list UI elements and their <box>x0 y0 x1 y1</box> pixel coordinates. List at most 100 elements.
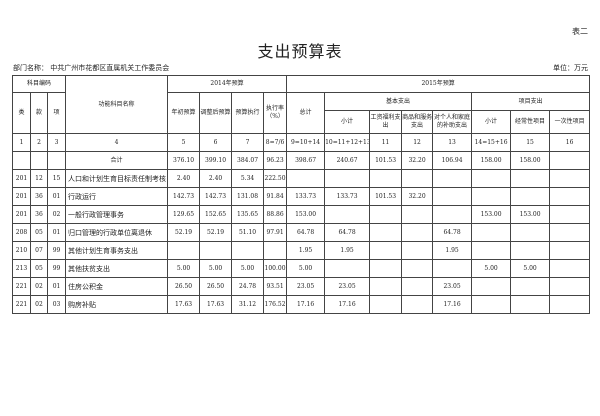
table-cell: 4 <box>65 133 169 152</box>
header-adjusted: 调整后预算 <box>199 92 233 134</box>
table-cell <box>549 205 591 224</box>
table-cell: 99 <box>46 259 67 278</box>
table-cell: 210 <box>12 241 31 260</box>
table-row: 221 02 03 购房补贴 17.63 17.63 31.12 176.52 17.16 17.… <box>12 295 591 314</box>
table-cell <box>549 295 591 314</box>
column-number-row: 1 2 3 4 5 6 7 8=7/6 9=10+14 10=11+12+13 11 12 13 14=1… <box>12 133 591 152</box>
table-cell <box>46 151 67 170</box>
table-cell: 03 <box>46 295 67 314</box>
table-cell: 399.10 <box>199 151 233 170</box>
table-cell: 201 <box>12 187 31 206</box>
table-cell: 93.51 <box>263 277 288 296</box>
table-cell <box>369 223 403 242</box>
department: 部门名称： 中共广州市花都区直属机关工作委员会 <box>13 63 169 73</box>
table-cell: 32.20 <box>401 187 434 206</box>
table-cell <box>549 259 591 278</box>
table-cell: 64.78 <box>286 223 326 242</box>
table-cell <box>369 295 403 314</box>
table-cell: 36 <box>30 205 48 224</box>
table-cell: 133.73 <box>324 187 371 206</box>
table-cell: 行政运行 <box>65 187 169 206</box>
table-cell: 住房公积金 <box>65 277 169 296</box>
table-cell: 52.19 <box>167 223 201 242</box>
header-code: 科目编码 <box>11 75 67 93</box>
table-cell: 02 <box>46 205 67 224</box>
table-row: 213 05 99 其他扶贫支出 5.00 5.00 5.00 100.00 5.00 5.00 5… <box>12 259 591 278</box>
table-cell: 其他扶贫支出 <box>65 259 169 278</box>
table-cell: 221 <box>12 295 31 314</box>
table-cell: 5.00 <box>286 259 326 278</box>
table-cell <box>510 295 551 314</box>
table-cell: 人口和计划生育目标责任制考核 <box>65 169 169 188</box>
table-cell: 归口管理的行政单位离退休 <box>65 223 169 242</box>
table-cell: 17.16 <box>324 295 371 314</box>
table-cell: 其他计划生育事务支出 <box>65 241 169 260</box>
table-cell: 一般行政管理事务 <box>65 205 169 224</box>
table-cell <box>369 277 403 296</box>
table-cell: 05 <box>30 223 48 242</box>
table-cell: 26.50 <box>167 277 201 296</box>
header-2014: 2014年预算 <box>167 75 288 93</box>
table-cell: 52.19 <box>199 223 233 242</box>
table-cell: 2 <box>30 133 48 152</box>
table-cell <box>401 277 434 296</box>
table-cell: 24.78 <box>231 277 265 296</box>
table-cell: 31.12 <box>231 295 265 314</box>
table-cell <box>401 259 434 278</box>
table-cell <box>401 223 434 242</box>
table-cell: 01 <box>46 277 67 296</box>
header-xiang: 项 <box>46 92 67 134</box>
table-cell: 131.08 <box>231 187 265 206</box>
table-cell: 51.10 <box>231 223 265 242</box>
table-cell: 23.05 <box>432 277 473 296</box>
table-cell: 17.16 <box>432 295 473 314</box>
table-cell <box>401 295 434 314</box>
budget-table: 科目编码 功能科目名称 2014年预算 2015年预算 类 款 项 年初预算 调… <box>11 75 591 314</box>
header-2015: 2015年预算 <box>286 75 591 93</box>
table-cell <box>12 151 31 170</box>
table-cell <box>549 187 591 206</box>
table-cell: 240.67 <box>324 151 371 170</box>
table-cell: 201 <box>12 205 31 224</box>
header-recurring: 经常性项目 <box>510 110 551 134</box>
table-cell: 158.00 <box>510 151 551 170</box>
header-total: 总计 <box>286 92 326 134</box>
table-cell: 16 <box>549 133 591 152</box>
table-cell <box>510 277 551 296</box>
table-cell: 6 <box>199 133 233 152</box>
table-cell: 合计 <box>65 151 169 170</box>
table-cell: 208 <box>12 223 31 242</box>
header-kuan: 款 <box>30 92 48 134</box>
table-cell: 15 <box>510 133 551 152</box>
department-label: 部门名称： <box>13 64 48 72</box>
table-cell: 384.07 <box>231 151 265 170</box>
table-cell <box>286 169 326 188</box>
header-executed: 预算执行 <box>231 92 265 134</box>
table-cell: 05 <box>30 259 48 278</box>
header-lei: 类 <box>12 92 31 134</box>
table-cell <box>30 151 48 170</box>
table-cell <box>369 205 403 224</box>
table-cell: 158.00 <box>471 151 512 170</box>
table-cell: 135.65 <box>231 205 265 224</box>
table-cell <box>432 259 473 278</box>
header-goods: 商品和服务支出 <box>401 110 434 134</box>
table-cell <box>432 187 473 206</box>
table-cell: 01 <box>46 187 67 206</box>
table-cell: 101.53 <box>369 187 403 206</box>
table-cell <box>369 259 403 278</box>
header-personal: 对个人和家庭的补助支出 <box>432 110 473 134</box>
header-onetime: 一次性项目 <box>549 110 591 134</box>
table-cell: 9=10+14 <box>286 133 326 152</box>
header-project: 项目支出 <box>471 92 591 111</box>
table-number: 表二 <box>572 27 588 36</box>
table-cell: 133.73 <box>286 187 326 206</box>
header-basic-subtotal: 小计 <box>324 110 371 134</box>
table-cell <box>549 169 591 188</box>
table-cell: 142.73 <box>199 187 233 206</box>
table-cell: 222.50 <box>263 169 288 188</box>
table-cell <box>471 187 512 206</box>
table-cell: 97.91 <box>263 223 288 242</box>
table-cell: 5.00 <box>167 259 201 278</box>
table-cell: 88.86 <box>263 205 288 224</box>
